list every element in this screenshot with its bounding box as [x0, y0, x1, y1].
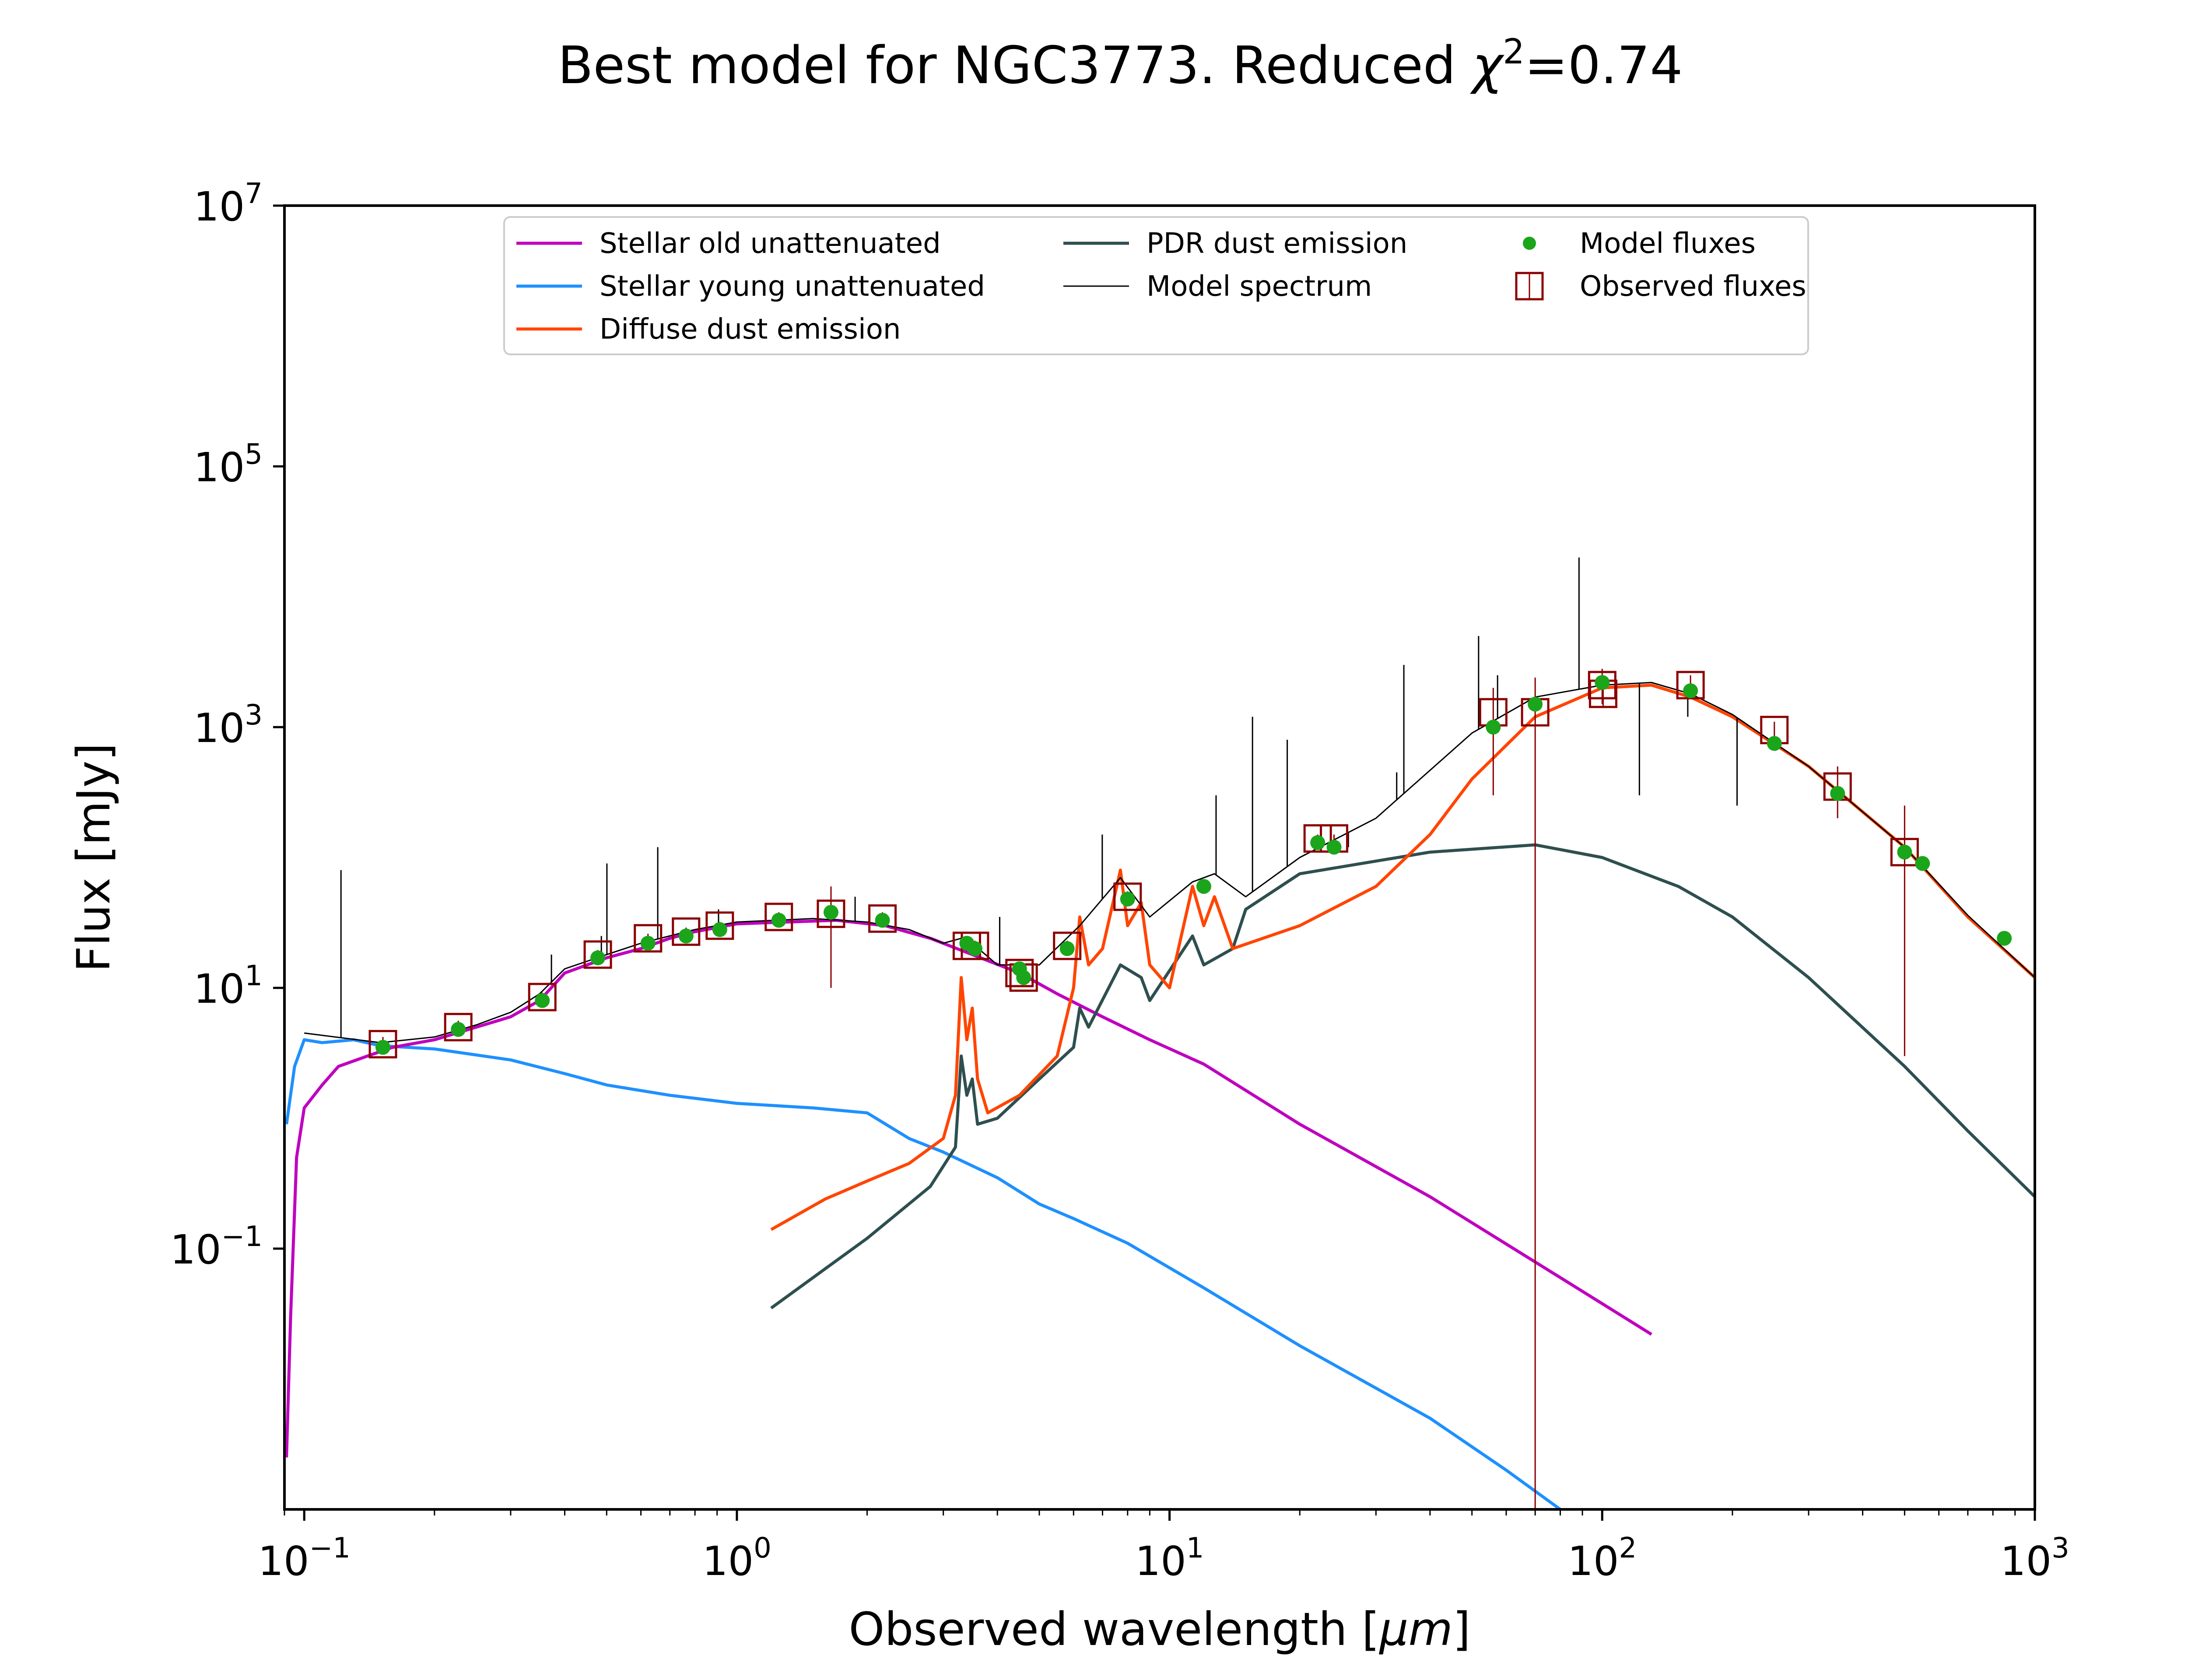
x-tick-label: 102	[1567, 1532, 1637, 1585]
legend-label: Model fluxes	[1580, 228, 1756, 260]
x-axis-label-unit: μm	[1378, 1603, 1452, 1656]
y-tick-label: 10−1	[170, 1221, 263, 1273]
model-flux-point	[1016, 970, 1031, 985]
series-line-pdr-dust-emission	[770, 843, 2035, 1309]
x-axis-label-prefix: Observed wavelength [	[849, 1603, 1380, 1656]
model-flux-point	[1310, 835, 1325, 850]
legend: Stellar old unattenuated Stellar young un…	[503, 216, 1809, 355]
chart-title-prefix: Best model for NGC3773. Reduced	[558, 35, 1473, 95]
model-flux-point	[451, 1022, 466, 1037]
series-line-diffuse-dust-emission	[770, 683, 2035, 1231]
legend-label: Observed fluxes	[1580, 270, 1806, 303]
model-flux-point	[678, 928, 694, 944]
legend-item-model-fluxes: Model fluxes	[1523, 228, 1756, 260]
model-flux-point	[1830, 786, 1845, 801]
observed-flux-point	[764, 903, 793, 931]
observed-flux-point	[1053, 931, 1082, 960]
legend-item-model-spectrum: Model spectrum	[1063, 270, 1372, 303]
legend-item-stellar-young-unattenuated: Stellar young unattenuated	[516, 270, 985, 303]
y-axis-label: Flux [mJy]	[67, 743, 120, 972]
model-flux-point	[875, 913, 890, 928]
legend-item-stellar-old-unattenuated: Stellar old unattenuated	[516, 228, 941, 260]
legend-item-diffuse-dust-emission: Diffuse dust emission	[516, 313, 901, 346]
model-flux-point	[712, 922, 727, 937]
legend-swatch	[1523, 237, 1536, 250]
model-flux-point	[1897, 844, 1912, 860]
observed-flux-point	[868, 904, 897, 933]
model-flux-point	[535, 993, 550, 1008]
model-flux-point	[1915, 856, 1930, 871]
observed-flux-point	[1890, 838, 1919, 867]
observed-flux-point	[528, 983, 557, 1012]
series-line-model-spectrum	[304, 682, 2035, 1043]
x-tick-label: 101	[1135, 1532, 1204, 1585]
legend-label: Stellar old unattenuated	[600, 228, 941, 260]
model-flux-point	[1997, 931, 2012, 946]
model-flux-point	[1196, 879, 1211, 894]
series-line-stellar-young-unattenuated	[285, 1038, 1561, 1509]
chart-title-superscript: 2	[1503, 32, 1525, 72]
model-flux-point	[967, 941, 982, 956]
observed-flux-point	[634, 924, 663, 953]
chart-title-symbol: χ	[1469, 35, 1504, 95]
observed-flux-point	[705, 911, 734, 940]
y-tick-label: 103	[193, 699, 263, 752]
legend-label: PDR dust emission	[1147, 228, 1407, 260]
model-flux-point	[1486, 720, 1501, 735]
observed-flux-point	[672, 917, 701, 946]
x-tick-label: 100	[702, 1532, 771, 1585]
observed-flux-point	[444, 1013, 473, 1042]
legend-item-pdr-dust-emission: PDR dust emission	[1063, 228, 1407, 260]
points-layer	[368, 668, 2012, 1509]
legend-box	[503, 216, 1809, 355]
observed-flux-point	[1303, 824, 1332, 853]
model-flux-point	[823, 905, 838, 920]
series-layer	[285, 557, 2035, 1509]
model-flux-point	[375, 1040, 391, 1055]
x-tick-label: 10−1	[258, 1532, 351, 1585]
plot-frame	[283, 204, 2036, 1511]
model-flux-point	[771, 913, 786, 928]
x-tick-label: 103	[2000, 1532, 2069, 1585]
observed-flux-point	[817, 900, 845, 928]
chart-title: Best model for NGC3773. Reduced χ2=0.74	[558, 32, 1683, 95]
model-flux-point	[640, 935, 656, 951]
observed-flux-point	[1676, 671, 1705, 700]
y-tick-label: 107	[193, 178, 263, 230]
observed-flux-point	[1005, 959, 1034, 987]
legend-label: Model spectrum	[1147, 270, 1372, 303]
y-tick-label: 105	[193, 438, 263, 491]
model-flux-point	[1683, 683, 1698, 698]
model-flux-point	[1767, 736, 1782, 751]
observed-flux-point	[368, 1030, 397, 1059]
model-flux-point	[1120, 891, 1135, 906]
model-flux-point	[1059, 941, 1075, 956]
observed-flux-point	[1113, 882, 1142, 911]
x-axis-label-suffix: ]	[1453, 1603, 1471, 1656]
observed-flux-point	[583, 940, 612, 969]
y-tick-label: 101	[193, 960, 263, 1012]
ticks-layer: 10−1 100 101 102 103 10−1 101 103 105 107	[170, 178, 2069, 1585]
chart-title-suffix: =0.74	[1525, 35, 1683, 95]
model-flux-point	[1595, 675, 1610, 690]
legend-item-observed-fluxes: Observed fluxes	[1515, 270, 1806, 303]
model-flux-point	[590, 950, 606, 966]
series-line-stellar-old-unattenuated	[285, 919, 1652, 1458]
model-flux-point	[1528, 696, 1543, 712]
model-flux-point	[1326, 840, 1342, 855]
legend-label: Diffuse dust emission	[600, 313, 901, 346]
x-axis-label: Observed wavelength [μm]	[849, 1603, 1471, 1656]
legend-label: Stellar young unattenuated	[600, 270, 985, 303]
